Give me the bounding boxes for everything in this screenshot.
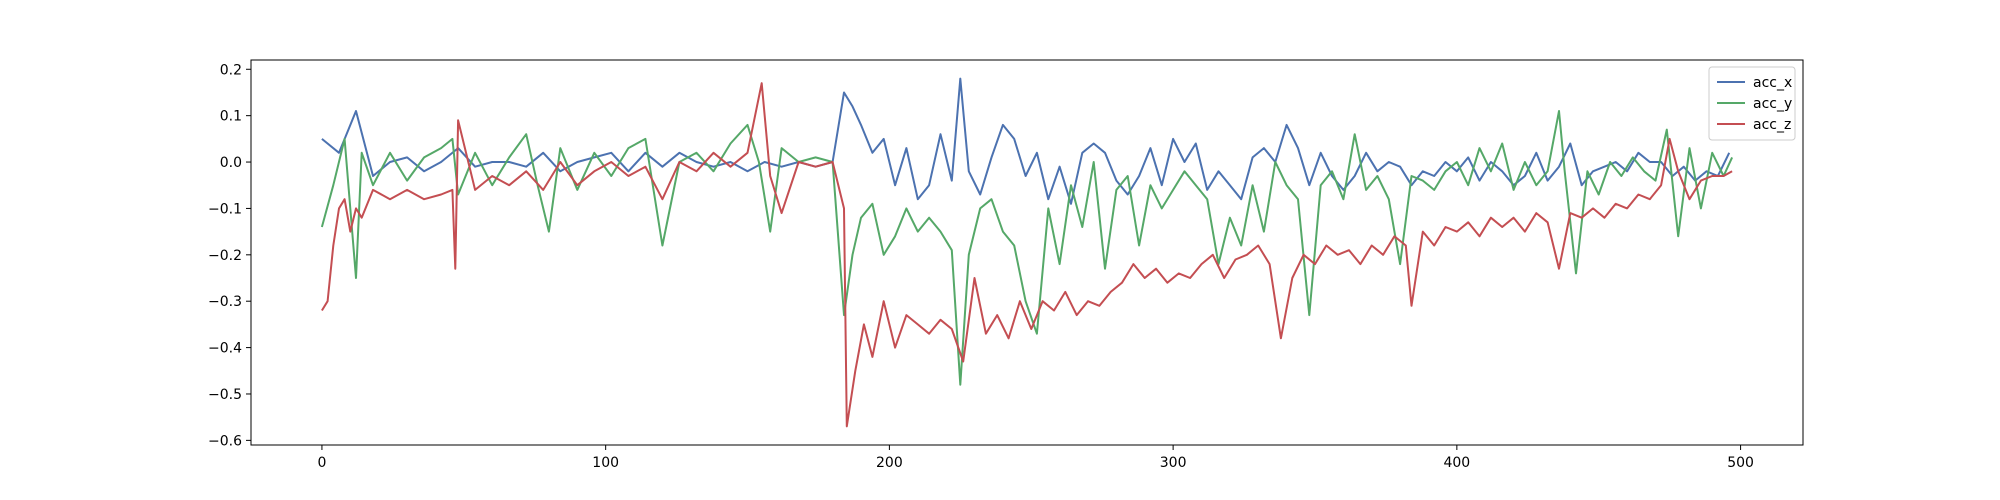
x-tick-label: 400 (1443, 455, 1470, 471)
x-tick-label: 0 (317, 455, 326, 471)
legend: acc_x acc_y acc_z (1708, 66, 1796, 141)
legend-label-acc_z: acc_z (1753, 117, 1791, 133)
series-line-acc_x (321, 77, 1731, 205)
x-tick-label: 500 (1727, 455, 1754, 471)
x-axis: 0 100 200 300 400 500 (317, 445, 1754, 471)
y-tick-label: −0.6 (208, 433, 242, 449)
y-tick-label: 0.1 (220, 109, 242, 125)
series-line-acc_z (321, 82, 1733, 428)
x-tick-label: 200 (876, 455, 903, 471)
x-tick-label: 100 (592, 455, 619, 471)
y-tick-label: 0.2 (220, 62, 242, 78)
legend-label-acc_x: acc_x (1753, 75, 1792, 91)
legend-box (1708, 66, 1796, 141)
series-line-acc_y (320, 110, 1734, 386)
series-layer (320, 77, 1734, 428)
y-tick-label: 0.0 (220, 155, 242, 171)
plot-frame (250, 59, 1804, 446)
y-tick-label: −0.4 (208, 341, 242, 357)
x-tick-label: 300 (1160, 455, 1187, 471)
y-tick-label: −0.2 (208, 248, 242, 264)
y-tick-label: −0.5 (208, 387, 242, 403)
y-tick-label: −0.1 (208, 201, 242, 217)
y-axis: 0.2 0.1 0.0 −0.1 −0.2 −0.3 −0.4 −0.5 −0.6 (208, 62, 251, 449)
y-tick-label: −0.3 (208, 294, 242, 310)
legend-label-acc_y: acc_y (1753, 96, 1792, 112)
